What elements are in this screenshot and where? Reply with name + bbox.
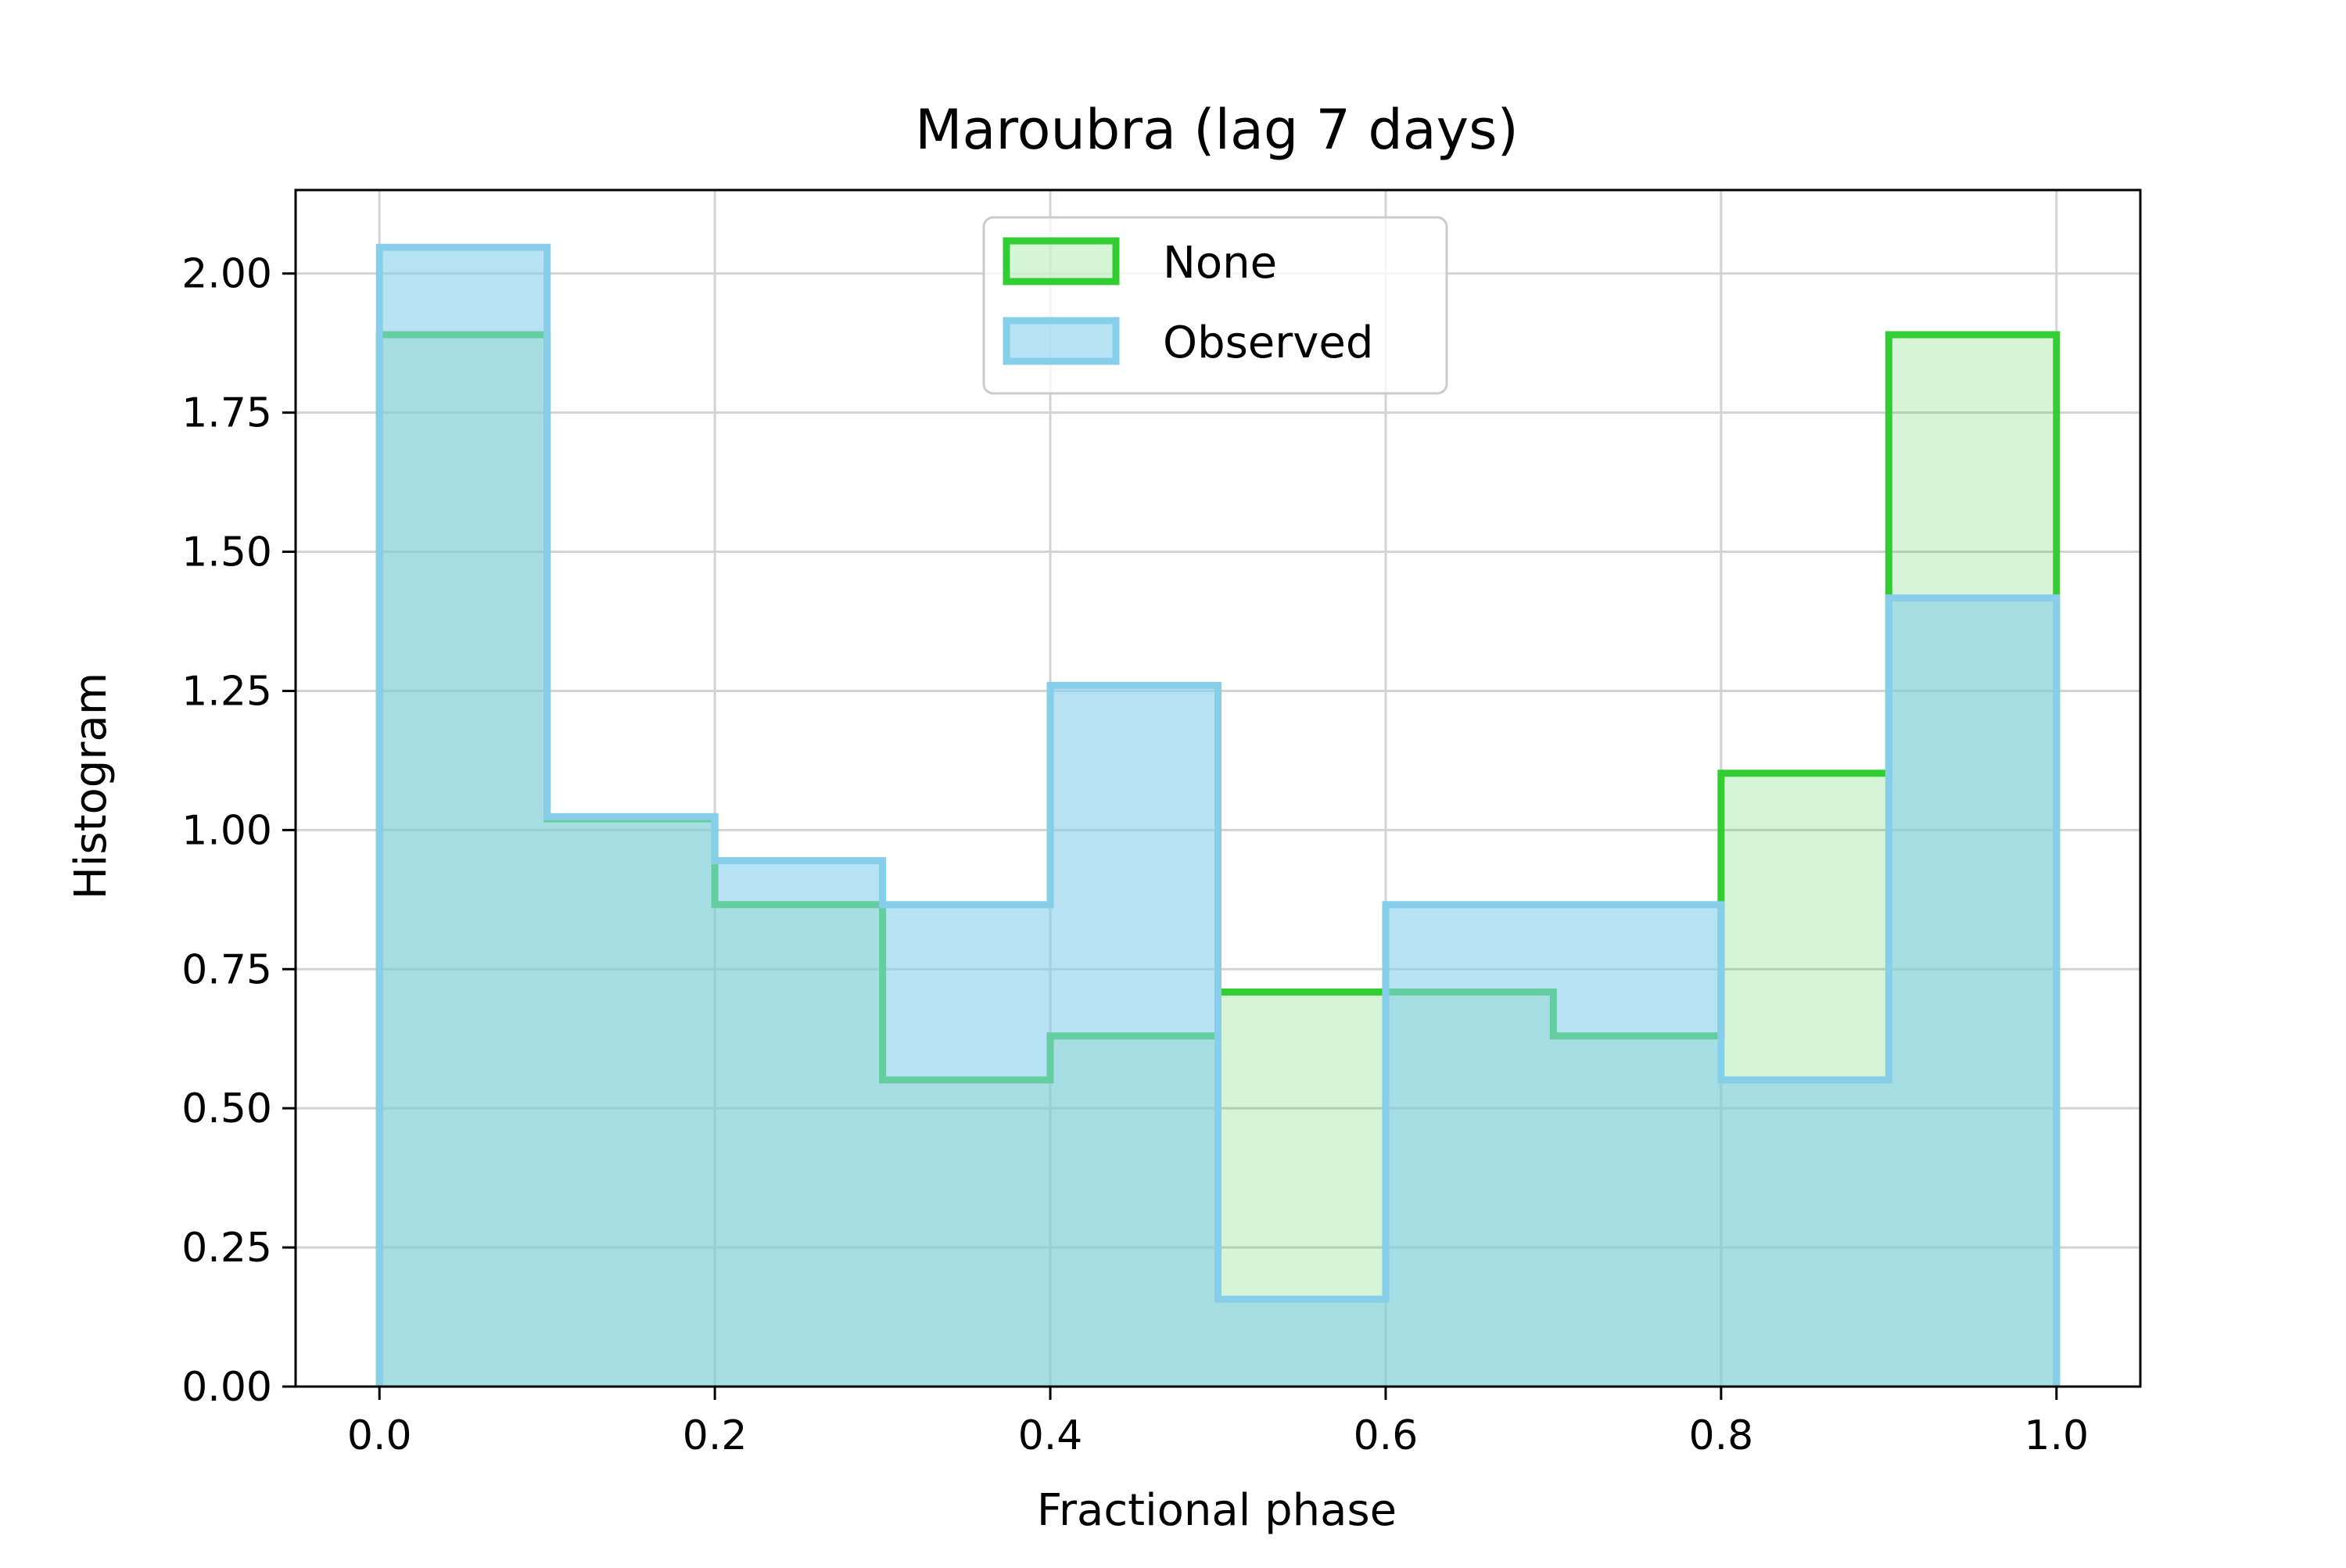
y-tick-label: 0.00 [181, 1364, 272, 1411]
x-tick-label: 0.2 [683, 1412, 748, 1459]
y-tick-label: 1.50 [181, 529, 272, 576]
x-tick-label: 1.0 [2024, 1412, 2089, 1459]
legend-swatch-observed [1003, 317, 1120, 365]
y-axis-title: Histogram [66, 673, 117, 900]
histogram-outline-observed [375, 243, 2061, 1387]
x-tick-label: 0.6 [1354, 1412, 1419, 1459]
tick-layer: 0.0 0.2 0.4 0.6 0.8 1.0 0.00 0.25 0.50 0.75 1.00 1.… [181, 251, 2089, 1459]
x-axis-title: Fractional phase [1037, 1485, 1397, 1536]
y-tick-label: 0.25 [181, 1225, 272, 1272]
chart-title: Maroubra (lag 7 days) [915, 98, 1519, 162]
x-tick-label: 0.4 [1018, 1412, 1083, 1459]
axes-frame [294, 188, 2142, 1388]
legend-label-none: None [1163, 238, 1277, 289]
y-tick-label: 0.75 [181, 946, 272, 993]
y-tick-label: 1.75 [181, 390, 272, 437]
series-layer [375, 243, 2061, 1387]
legend-swatch-none [1003, 237, 1120, 285]
y-tick-label: 2.00 [181, 251, 272, 298]
legend: None Observed [982, 216, 1448, 395]
y-tick-label: 1.25 [181, 668, 272, 715]
x-tick-label: 0.0 [347, 1412, 412, 1459]
x-tick-label: 0.8 [1689, 1412, 1754, 1459]
y-tick-label: 0.50 [181, 1085, 272, 1132]
legend-label-observed: Observed [1163, 318, 1373, 368]
y-tick-label: 1.00 [181, 807, 272, 854]
